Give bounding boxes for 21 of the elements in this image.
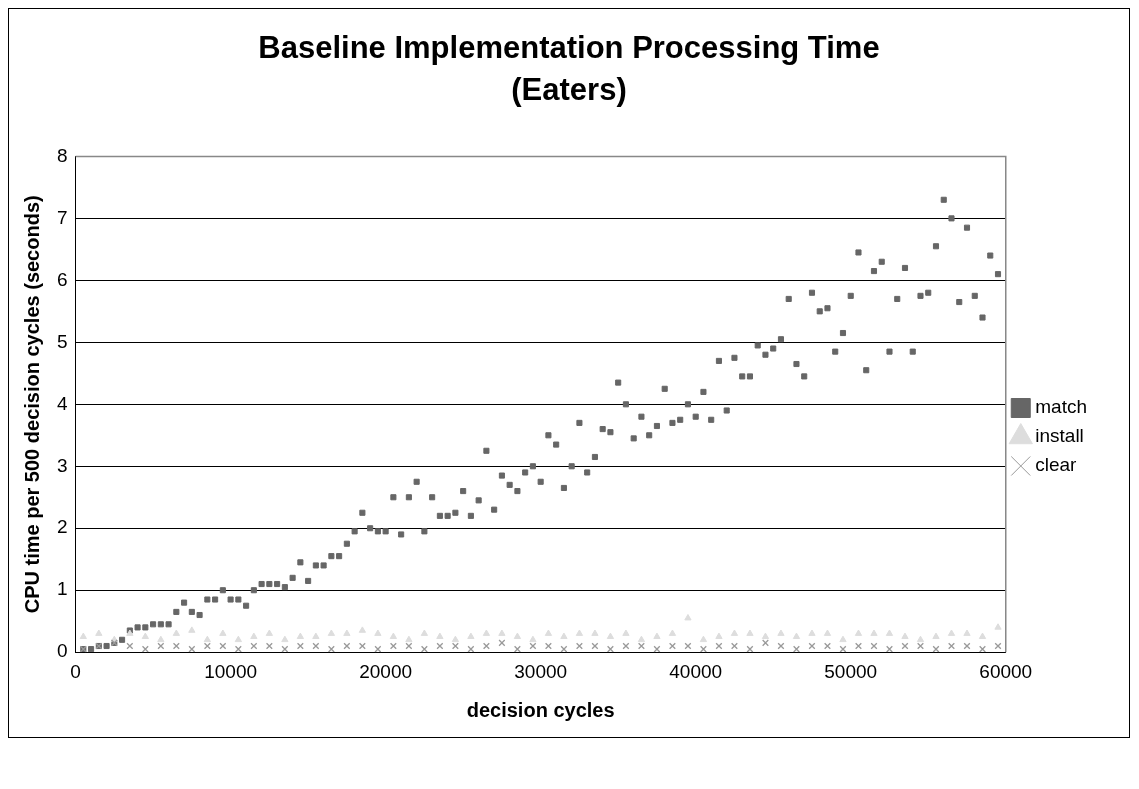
legend-label: install [1035, 425, 1084, 447]
legend-label: match [1035, 396, 1088, 418]
y-tick-label: 6 [56, 268, 68, 290]
x-tick-label: 10000 [204, 660, 258, 682]
x-tick-label: 30000 [514, 660, 568, 682]
legend-label: clear [1035, 454, 1078, 476]
x-tick-label: 60000 [979, 660, 1033, 682]
chart-title: Baseline Implementation Processing Time (Eaters) [257, 29, 881, 109]
y-tick-label: 4 [56, 392, 68, 414]
y-tick-label: 7 [56, 206, 68, 228]
x-axis-title: decision cycles [466, 698, 615, 721]
x-tick-label: 50000 [824, 660, 878, 682]
x-tick-label: 40000 [669, 660, 723, 682]
x-tick-label: 20000 [359, 660, 413, 682]
y-tick-label: 5 [56, 330, 68, 352]
y-tick-label: 3 [56, 454, 68, 476]
y-tick-label: 1 [56, 578, 68, 600]
y-axis-title: CPU time per 500 decision cycles (seconds) [20, 195, 43, 614]
y-tick-label: 2 [56, 516, 68, 538]
y-tick-label: 8 [56, 144, 68, 166]
y-tick-label: 0 [56, 640, 68, 662]
